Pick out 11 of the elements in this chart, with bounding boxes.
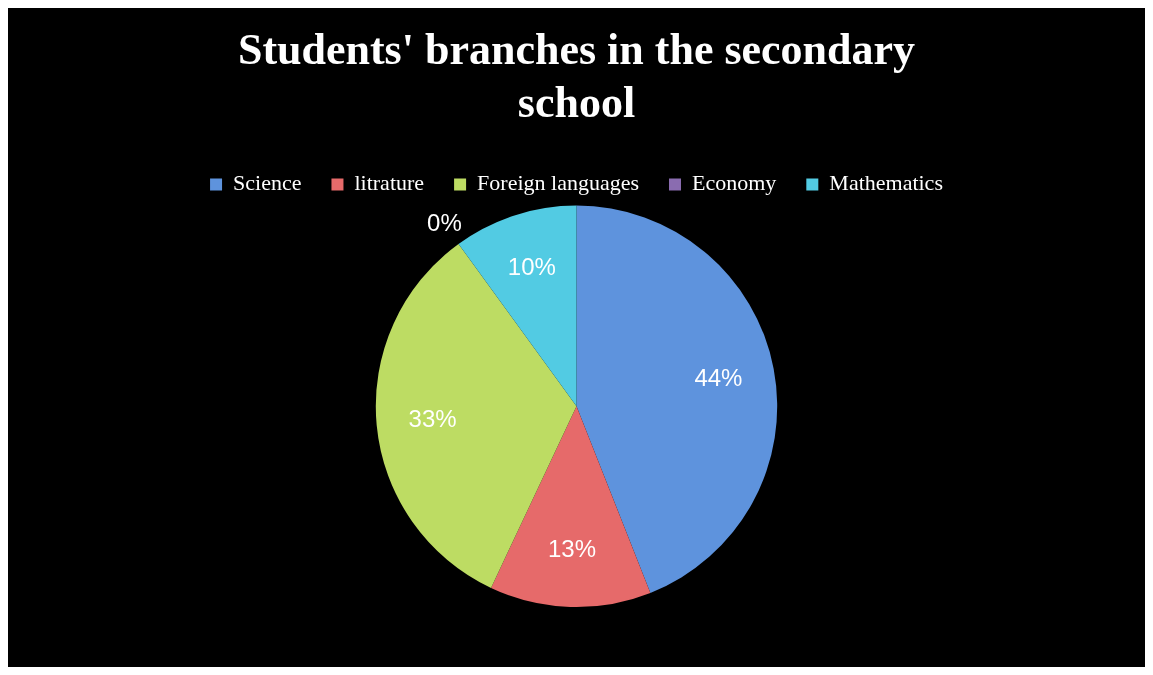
legend-label: Foreign languages	[477, 170, 639, 196]
data-label: 13%	[547, 535, 596, 563]
legend-label: Economy	[692, 170, 777, 196]
data-label: 10%	[507, 253, 556, 281]
text: 0%	[427, 209, 462, 237]
legend-label: Science	[233, 170, 302, 196]
data-label: 33%	[408, 404, 457, 432]
chart-title: Students' branches in the secondary school	[237, 24, 916, 127]
data-label: 44%	[694, 363, 743, 391]
legend-label: Mathematics	[829, 170, 943, 196]
legend-label: litrature	[354, 170, 425, 196]
